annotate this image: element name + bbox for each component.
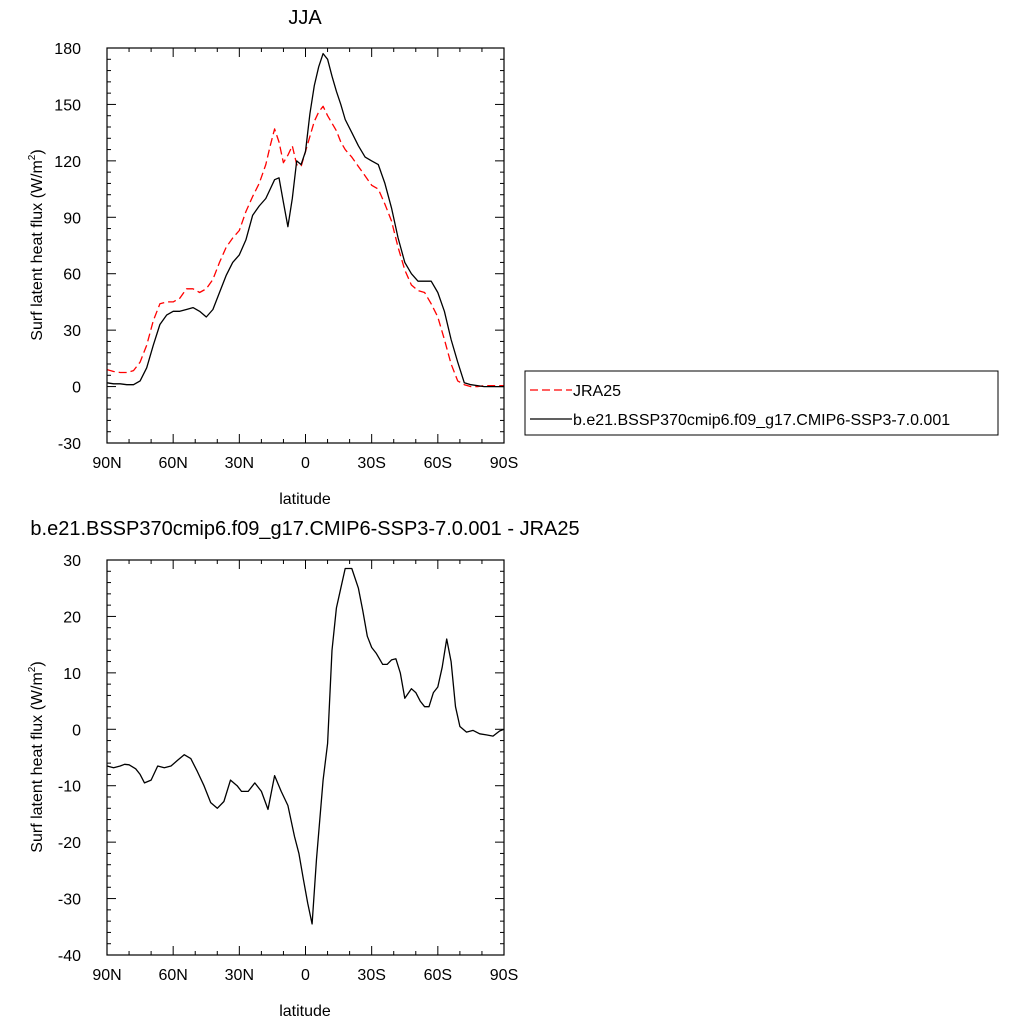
bottom-y-tick-label: -20 — [58, 835, 81, 852]
top-y-tick-label: -30 — [58, 436, 81, 453]
bottom-y-tick-label: -10 — [58, 779, 81, 796]
bottom-y-tick-label: 0 — [72, 722, 81, 739]
top-x-tick-label: 0 — [301, 455, 310, 472]
bottom-y-axis-label-main: Surf latent heat flux (W/m — [29, 672, 46, 853]
bottom-ticks-layer: 90N 60N 30N 0 30S 60S 90S -40 -30 -20 -10 0 10 20 30 — [58, 553, 518, 984]
bottom-series-line-difference — [106, 567, 505, 925]
top-legend: JRA25 b.e21.BSSP370cmip6.f09_g17.CMIP6-S… — [524, 370, 999, 436]
bottom-y-tick-label: 30 — [63, 553, 81, 570]
top-y-tick-label: 180 — [54, 41, 81, 58]
top-series-line-b-e21-bssp370cmip6-f09-g17-cmip6-ssp3-7-0-001 — [106, 52, 504, 388]
top-y-axis-label-end: ) — [29, 149, 46, 154]
top-y-tick-label: 0 — [72, 380, 81, 397]
bottom-x-axis-label: latitude — [279, 1003, 331, 1020]
top-x-tick-label: 30N — [225, 455, 254, 472]
top-y-tick-label: 90 — [63, 210, 81, 227]
bottom-y-tick-label: 20 — [63, 609, 81, 626]
top-y-tick-label: 120 — [54, 154, 81, 171]
bottom-panel: b.e21.BSSP370cmip6.f09_g17.CMIP6-SSP3-7.… — [27, 518, 580, 1020]
bottom-y-tick-label: 10 — [63, 666, 81, 683]
top-x-tick-label: 30S — [357, 455, 385, 472]
bottom-x-tick-label: 60N — [158, 967, 187, 984]
top-y-tick-label: 30 — [63, 323, 81, 340]
top-y-axis-label-superscript: 2 — [27, 154, 38, 160]
legend-box — [524, 370, 999, 436]
legend-label-model: b.e21.BSSP370cmip6.f09_g17.CMIP6-SSP3-7.… — [573, 412, 950, 429]
bottom-x-tick-label: 0 — [301, 967, 310, 984]
top-x-axis-label: latitude — [279, 491, 331, 508]
top-x-tick-label: 90N — [92, 455, 121, 472]
bottom-x-tick-label: 90N — [92, 967, 121, 984]
top-y-tick-label: 60 — [63, 267, 81, 284]
bottom-chart-title: b.e21.BSSP370cmip6.f09_g17.CMIP6-SSP3-7.… — [30, 518, 579, 540]
top-y-tick-label: 150 — [54, 97, 81, 114]
top-series-layer — [106, 52, 504, 388]
bottom-y-axis-label: Surf latent heat flux (W/m2) — [27, 661, 46, 852]
top-x-tick-label: 90S — [490, 455, 518, 472]
bottom-y-tick-label: -40 — [58, 948, 81, 965]
bottom-y-axis-label-end: ) — [29, 661, 46, 666]
top-x-tick-label: 60N — [158, 455, 187, 472]
top-y-axis-label-main: Surf latent heat flux (W/m — [29, 160, 46, 341]
top-x-tick-label: 60S — [424, 455, 452, 472]
bottom-x-tick-label: 90S — [490, 967, 518, 984]
top-panel: JJA 90N 60N 30N 0 30S 60S 90S -30 0 30 60 90 120 150 1… — [27, 7, 999, 508]
top-ticks-layer: 90N 60N 30N 0 30S 60S 90S -30 0 30 60 90 120 150 180 — [54, 41, 518, 472]
bottom-x-tick-label: 60S — [424, 967, 452, 984]
legend-label-jra25: JRA25 — [573, 383, 621, 400]
bottom-y-tick-label: -30 — [58, 892, 81, 909]
bottom-plot-frame — [106, 559, 505, 956]
bottom-x-tick-label: 30S — [357, 967, 385, 984]
top-chart-title: JJA — [288, 7, 322, 29]
bottom-y-axis-label-superscript: 2 — [27, 666, 38, 672]
bottom-series-layer — [106, 567, 505, 925]
bottom-x-tick-label: 30N — [225, 967, 254, 984]
top-plot-frame — [106, 47, 505, 444]
top-y-axis-label: Surf latent heat flux (W/m2) — [27, 149, 46, 340]
